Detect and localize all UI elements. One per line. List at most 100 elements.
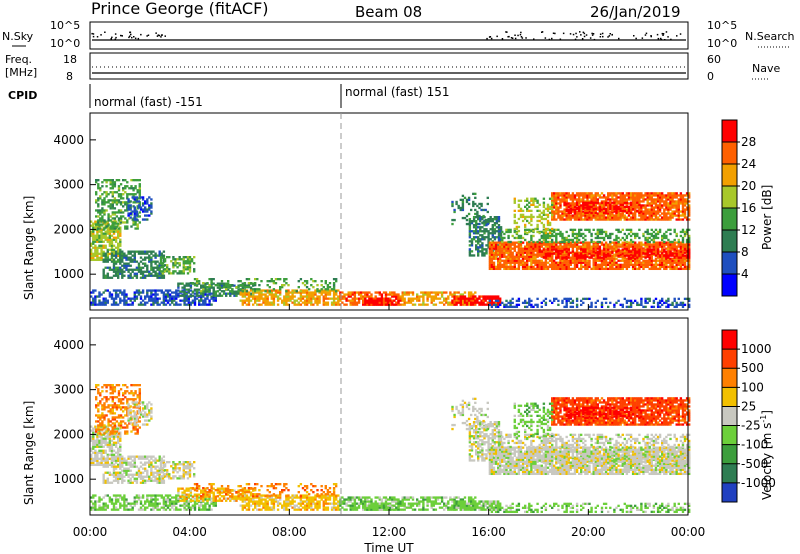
echo-cell <box>173 297 176 300</box>
echo-cell <box>127 262 130 265</box>
echo-cell <box>459 301 462 304</box>
echo-cell <box>530 257 533 260</box>
echo-cell <box>542 228 546 232</box>
echo-cell <box>534 263 537 267</box>
echo-cell <box>102 270 105 273</box>
echo-cell <box>673 243 676 246</box>
echo-cell <box>501 253 504 256</box>
echo-cell <box>475 226 478 229</box>
echo-cell <box>499 236 503 239</box>
echo-cell <box>509 265 512 269</box>
echo-cell <box>609 263 612 267</box>
echo-cell <box>524 267 527 271</box>
nsky-point <box>679 33 682 35</box>
echo-cell <box>490 303 494 306</box>
echo-cell <box>467 301 471 304</box>
echo-cell <box>440 301 444 304</box>
echo-cell <box>658 305 662 309</box>
echo-cell <box>104 232 107 235</box>
echo-cell <box>555 200 558 203</box>
echo-cell <box>567 194 570 197</box>
echo-cell <box>565 202 568 205</box>
echo-cell <box>642 198 645 201</box>
echo-cell <box>233 292 236 295</box>
echo-cell <box>482 295 485 298</box>
echo-cell <box>557 241 560 244</box>
echo-cell <box>210 295 213 298</box>
echo-cell <box>648 267 651 271</box>
echo-cell <box>235 294 238 297</box>
echo-cell <box>571 206 575 209</box>
echo-cell <box>578 214 581 217</box>
echo-cell <box>565 196 568 199</box>
echo-cell <box>509 259 512 262</box>
echo-cell <box>200 299 203 302</box>
echo-cell <box>567 248 570 251</box>
echo-cell <box>168 295 172 298</box>
echo-cell <box>619 230 622 234</box>
nsky-point <box>599 36 602 38</box>
echo-cell <box>559 252 562 255</box>
echo-cell <box>432 299 435 302</box>
echo-cell <box>582 254 585 257</box>
echo-cell <box>497 259 500 262</box>
echo-cell <box>139 196 143 199</box>
echo-cell <box>600 263 604 267</box>
echo-cell <box>122 189 125 192</box>
echo-cell <box>220 284 224 287</box>
echo-cell <box>648 236 651 240</box>
echo-cell <box>114 250 118 253</box>
echo-cell <box>563 248 566 251</box>
echo-cell <box>144 250 147 253</box>
echo-cell <box>658 254 662 257</box>
echo-cell <box>105 181 108 184</box>
echo-cell <box>509 230 512 234</box>
cpid-panel: CPID normal (fast) -151 normal (fast) 15… <box>8 84 449 109</box>
echo-cell <box>511 241 514 244</box>
echo-cell <box>104 230 107 233</box>
echo-cell <box>524 249 527 252</box>
echo-cell <box>569 194 572 197</box>
echo-cell <box>555 232 558 236</box>
echo-cell <box>661 248 664 251</box>
echo-cell <box>106 236 109 239</box>
echo-cell <box>114 256 118 259</box>
echo-cell <box>403 291 406 294</box>
nsky-point <box>582 31 585 34</box>
echo-cell <box>688 267 691 271</box>
echo-cell <box>559 265 562 269</box>
echo-cell <box>256 295 259 298</box>
echo-cell <box>129 276 132 279</box>
echo-cell <box>646 196 649 199</box>
echo-cell <box>640 208 643 211</box>
echo-cell <box>122 215 125 218</box>
echo-cell <box>117 274 120 277</box>
echo-cell <box>479 230 482 233</box>
echo-cell <box>575 206 579 209</box>
echo-cell <box>667 261 670 264</box>
echo-cell <box>584 192 587 195</box>
echo-cell <box>148 196 151 199</box>
echo-cell <box>283 303 286 306</box>
echo-cell <box>588 245 591 248</box>
echo-cell <box>629 299 633 303</box>
echo-cell <box>594 204 597 207</box>
echo-cell <box>594 214 597 217</box>
echo-cell <box>144 210 147 213</box>
echo-cell <box>480 299 483 302</box>
echo-cell <box>600 301 604 305</box>
echo-cell <box>524 299 527 303</box>
echo-cell <box>654 206 658 209</box>
echo-cell <box>133 274 136 277</box>
echo-cell <box>650 210 653 213</box>
echo-cell <box>489 220 492 223</box>
nsky-point <box>664 39 666 41</box>
echo-cell <box>663 208 666 211</box>
echo-cell <box>650 208 653 211</box>
echo-cell <box>671 200 674 203</box>
echo-cell <box>123 301 126 304</box>
nsky-point <box>157 34 160 36</box>
echo-cell <box>609 210 612 213</box>
nsky-point <box>146 35 148 37</box>
echo-cell <box>588 230 591 234</box>
